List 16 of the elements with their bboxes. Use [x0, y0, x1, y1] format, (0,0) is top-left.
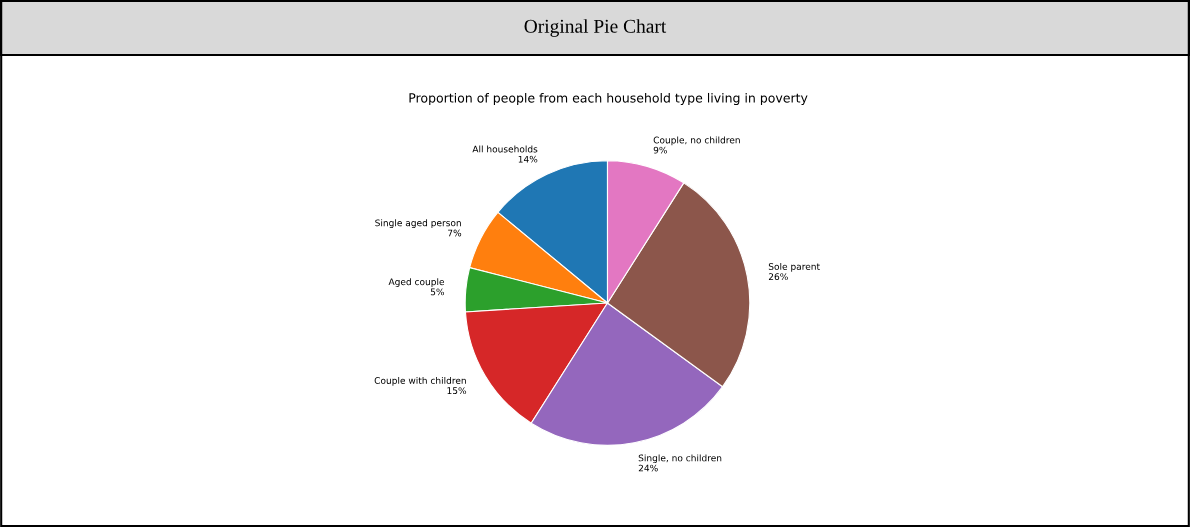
- slice-label: All households: [472, 145, 538, 153]
- chart-subtitle: Proportion of people from each household type living in poverty: [409, 92, 808, 106]
- slice-label: Couple, no children: [653, 136, 740, 146]
- slice-label: Single aged person: [375, 219, 461, 229]
- data-label: 5%: [430, 288, 445, 296]
- slice-label: Aged couple: [388, 278, 445, 287]
- data-label: 9%: [653, 146, 667, 154]
- data-label: 7%: [448, 229, 462, 237]
- data-label: 24%: [638, 464, 658, 472]
- slice-label: Couple with children: [374, 376, 466, 386]
- data-label: 14%: [518, 155, 538, 163]
- slice-label: Single, no children: [638, 454, 722, 464]
- chart-title: Original Pie Chart: [524, 19, 667, 37]
- slice-label: Sole parent: [768, 262, 820, 272]
- data-label: 26%: [768, 273, 788, 281]
- data-label: 15%: [447, 387, 467, 395]
